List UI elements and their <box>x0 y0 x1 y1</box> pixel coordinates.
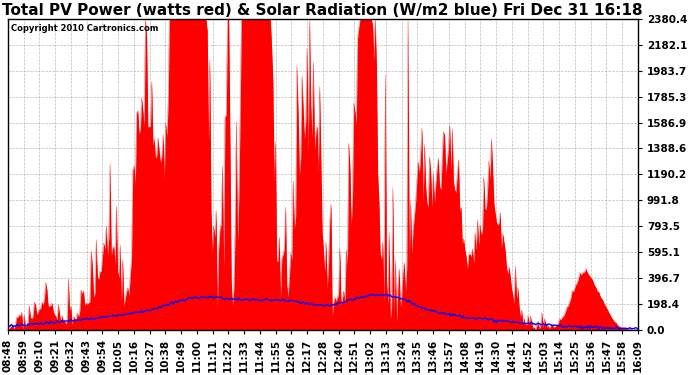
Title: Total PV Power (watts red) & Solar Radiation (W/m2 blue) Fri Dec 31 16:18: Total PV Power (watts red) & Solar Radia… <box>3 3 643 18</box>
Text: Copyright 2010 Cartronics.com: Copyright 2010 Cartronics.com <box>11 24 158 33</box>
